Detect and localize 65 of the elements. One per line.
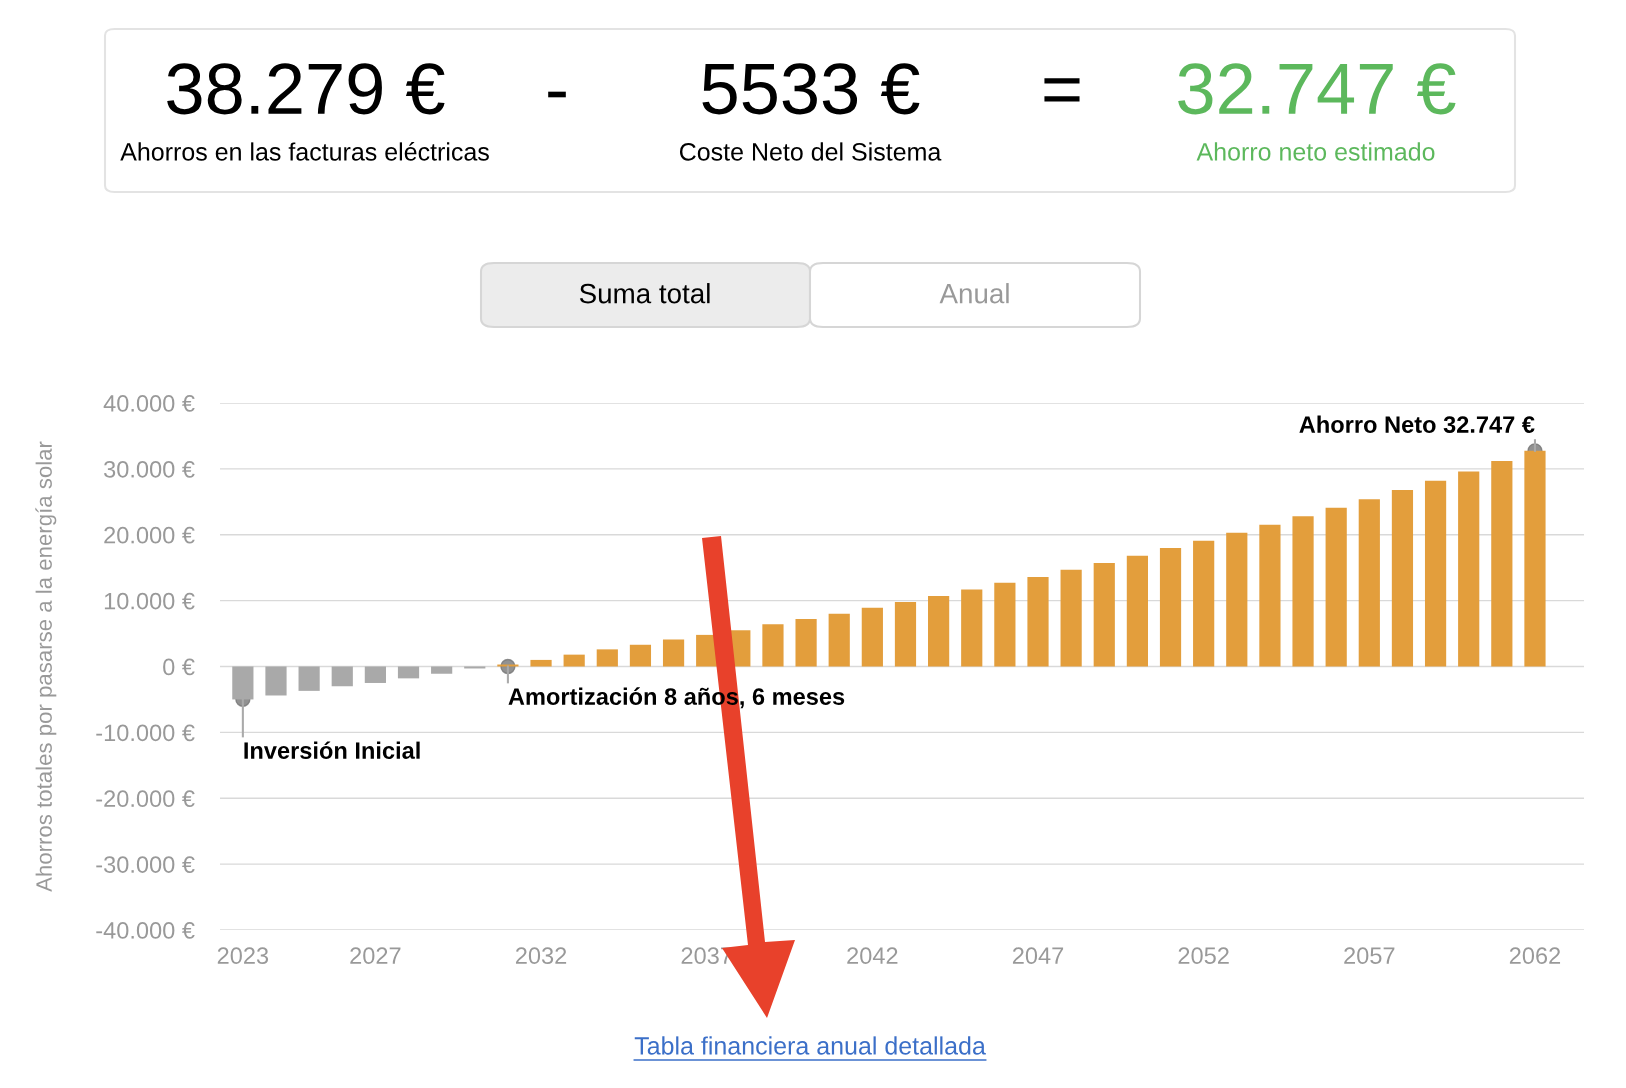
bar bbox=[894, 601, 917, 667]
y-tick-label: 0 € bbox=[163, 658, 195, 676]
x-tick-label: 2023 bbox=[217, 947, 269, 965]
y-tick-label: 20.000 € bbox=[104, 526, 195, 544]
bar bbox=[861, 607, 883, 667]
y-tick-label: -30.000 € bbox=[96, 856, 195, 873]
text: 38.279 € bbox=[167, 63, 445, 115]
y-tick-label: 40.000 € bbox=[103, 395, 195, 412]
x-tick-label: 2032 bbox=[515, 947, 567, 965]
x-tick-label: 2042 bbox=[847, 947, 898, 965]
bar bbox=[1193, 540, 1215, 667]
bar bbox=[563, 654, 585, 667]
bar bbox=[298, 666, 320, 691]
bar bbox=[1292, 516, 1314, 667]
bar bbox=[397, 666, 420, 679]
bar bbox=[961, 589, 983, 667]
bar bbox=[331, 666, 353, 687]
bar bbox=[928, 596, 950, 667]
text: Ahorro neto estimado bbox=[1196, 142, 1435, 161]
text: Anual bbox=[939, 283, 1009, 304]
bar bbox=[431, 666, 453, 674]
bar bbox=[828, 613, 850, 667]
text: Ahorros en las facturas eléctricas bbox=[120, 142, 489, 161]
y-tick-label: 10.000 € bbox=[104, 592, 195, 610]
bar bbox=[1458, 471, 1480, 667]
bar bbox=[1027, 576, 1049, 667]
bar bbox=[530, 659, 552, 667]
x-tick-label: 2052 bbox=[1178, 947, 1229, 965]
y-tick-label: -20.000 € bbox=[96, 790, 195, 808]
bar bbox=[1424, 480, 1447, 667]
y-axis-title: Ahorros totales por pasarse a la energía solar bbox=[35, 441, 57, 892]
bar bbox=[1093, 563, 1115, 667]
text: 32.747 € bbox=[1178, 63, 1456, 115]
text: - bbox=[548, 91, 566, 98]
text: 5533 € bbox=[702, 63, 920, 115]
bar bbox=[1491, 460, 1513, 667]
text: Coste Neto del Sistema bbox=[679, 142, 942, 161]
x-tick-label: 2027 bbox=[350, 947, 401, 965]
bar bbox=[1391, 489, 1414, 667]
text: Tabla financiera anual detallada bbox=[634, 1036, 986, 1055]
bar bbox=[1259, 524, 1281, 667]
bar bbox=[795, 619, 817, 667]
y-tick-label: -40.000 € bbox=[96, 922, 195, 939]
bar bbox=[364, 666, 386, 683]
bar bbox=[1159, 547, 1182, 667]
bar bbox=[662, 639, 685, 667]
x-tick-label: 2062 bbox=[1509, 947, 1561, 965]
bar bbox=[629, 644, 652, 667]
y-tick-label: 30.000 € bbox=[104, 460, 195, 478]
bar bbox=[1325, 507, 1347, 667]
bar bbox=[994, 582, 1016, 667]
text: = bbox=[1044, 78, 1080, 102]
x-tick-label: 2057 bbox=[1344, 947, 1395, 965]
bar bbox=[1226, 532, 1248, 667]
bar bbox=[1126, 555, 1148, 667]
x-tick-label: 2047 bbox=[1012, 947, 1064, 965]
bar bbox=[265, 666, 287, 696]
annotation: Ahorro Neto 32.747 € bbox=[1299, 415, 1535, 433]
bar bbox=[762, 624, 784, 667]
bar bbox=[596, 649, 618, 667]
bar bbox=[1358, 499, 1380, 667]
y-tick-label: -10.000 € bbox=[96, 724, 195, 742]
bar bbox=[1060, 569, 1082, 667]
annotation: Inversión Inicial bbox=[244, 741, 420, 759]
text: Suma total bbox=[579, 283, 710, 304]
